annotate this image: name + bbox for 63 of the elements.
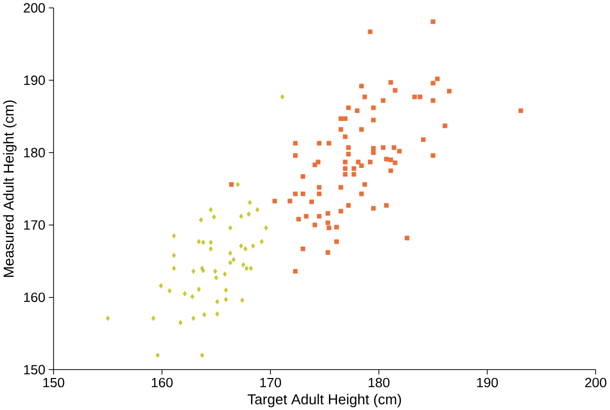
point: [182, 290, 187, 296]
point: [228, 260, 232, 266]
x-tick-label: 170: [260, 378, 282, 388]
point: [201, 239, 206, 245]
point: [228, 250, 232, 256]
point: [240, 297, 244, 303]
point: [172, 232, 176, 238]
point: [244, 266, 249, 271]
y-tick-label: 190: [24, 75, 45, 85]
point: [241, 262, 246, 268]
point: [191, 315, 196, 321]
y-axis-title: Measured Adult Height (cm): [3, 100, 17, 277]
x-axis-title: Target Adult Height (cm): [248, 394, 401, 408]
point: [151, 315, 156, 321]
point: [212, 214, 216, 220]
point: [246, 211, 251, 217]
point: [214, 274, 218, 280]
point: [239, 213, 244, 219]
point: [264, 224, 268, 230]
point: [232, 256, 236, 262]
point: [224, 287, 228, 293]
x-tick-label: 150: [43, 378, 64, 388]
point: [251, 243, 256, 248]
point: [255, 206, 260, 212]
point: [236, 182, 240, 187]
point: [156, 352, 160, 358]
point: [178, 320, 182, 326]
point: [208, 246, 213, 252]
point: [168, 288, 172, 294]
point: [248, 200, 252, 206]
x-tick-label: 160: [152, 378, 173, 388]
x-tick-label: 190: [477, 378, 498, 388]
point: [106, 315, 110, 321]
point: [222, 271, 227, 277]
point: [208, 206, 213, 212]
y-tick-label: 150: [24, 364, 45, 374]
point: [248, 266, 253, 271]
point: [215, 311, 220, 316]
point: [243, 246, 248, 252]
point: [228, 224, 232, 230]
point: [280, 94, 284, 100]
point: [213, 268, 218, 274]
y-tick-label: 180: [24, 148, 45, 158]
point: [208, 239, 213, 245]
point: [260, 238, 264, 244]
point: [215, 298, 220, 304]
point: [196, 238, 201, 244]
point: [200, 352, 204, 358]
point: [158, 282, 163, 288]
y-tick-label: 160: [24, 292, 45, 302]
y-tick-label: 200: [24, 2, 45, 12]
point: [239, 243, 244, 248]
point: [172, 266, 176, 271]
y-tick-label: 170: [24, 220, 45, 230]
point: [202, 312, 206, 318]
x-tick-label: 180: [368, 378, 390, 388]
point: [198, 217, 204, 222]
point: [172, 252, 176, 258]
point: [196, 286, 201, 292]
point: [190, 294, 194, 300]
point: [191, 268, 196, 274]
point: [224, 296, 228, 302]
x-tick-label: 200: [585, 378, 606, 388]
